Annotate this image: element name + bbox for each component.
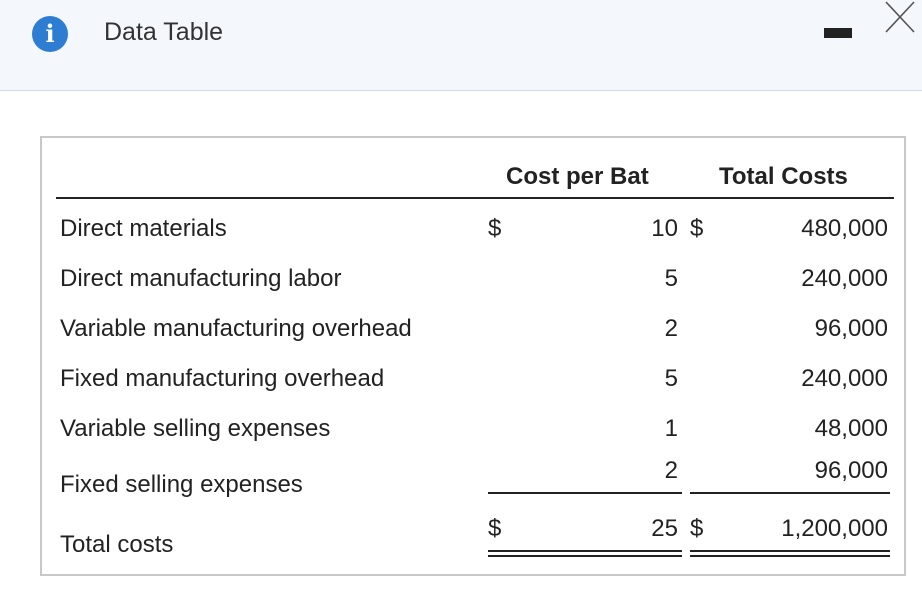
currency-symbol: $ [690,215,704,242]
column-header-cost-per-bat: Cost per Bat [506,163,649,190]
row-label: Direct manufacturing labor [60,265,342,292]
subtotal-rule [690,492,890,494]
data-table-panel [40,136,906,576]
total-double-rule-bottom [488,555,682,557]
total-costs-total-value: 1,200,000 [781,515,888,542]
row-label: Fixed manufacturing overhead [60,365,385,392]
total-cost-per-bat-value: 25 [651,515,678,542]
total-costs-value: 96,000 [814,457,888,484]
row-label: Variable manufacturing overhead [60,315,412,342]
header-rule [56,197,894,199]
minimize-icon[interactable] [824,28,852,38]
total-costs-value: 96,000 [814,315,888,342]
total-label: Total costs [60,531,174,558]
total-double-rule-top [690,550,890,552]
total-double-rule-bottom [690,555,890,557]
total-costs-value: 480,000 [801,215,888,242]
total-costs-value: 48,000 [814,415,888,442]
row-label: Fixed selling expenses [60,471,303,498]
currency-symbol: $ [690,515,704,542]
cost-per-bat-value: 2 [664,457,678,484]
cost-per-bat-value: 1 [664,415,678,442]
currency-symbol: $ [488,515,502,542]
subtotal-rule [488,492,682,494]
total-costs-value: 240,000 [801,265,888,292]
info-icon: i [32,16,68,52]
total-double-rule-top [488,550,682,552]
dialog-title: Data Table [104,18,224,46]
cost-per-bat-value: 2 [664,315,678,342]
cost-per-bat-value: 5 [664,365,678,392]
cost-per-bat-value: 10 [651,215,678,242]
currency-symbol: $ [488,215,502,242]
row-label: Direct materials [60,215,227,242]
row-label: Variable selling expenses [60,415,331,442]
cost-per-bat-value: 5 [664,265,678,292]
close-icon[interactable] [880,0,916,34]
dialog-header: i Data Table [0,0,922,91]
total-costs-value: 240,000 [801,365,888,392]
column-header-total-costs: Total Costs [719,163,848,190]
